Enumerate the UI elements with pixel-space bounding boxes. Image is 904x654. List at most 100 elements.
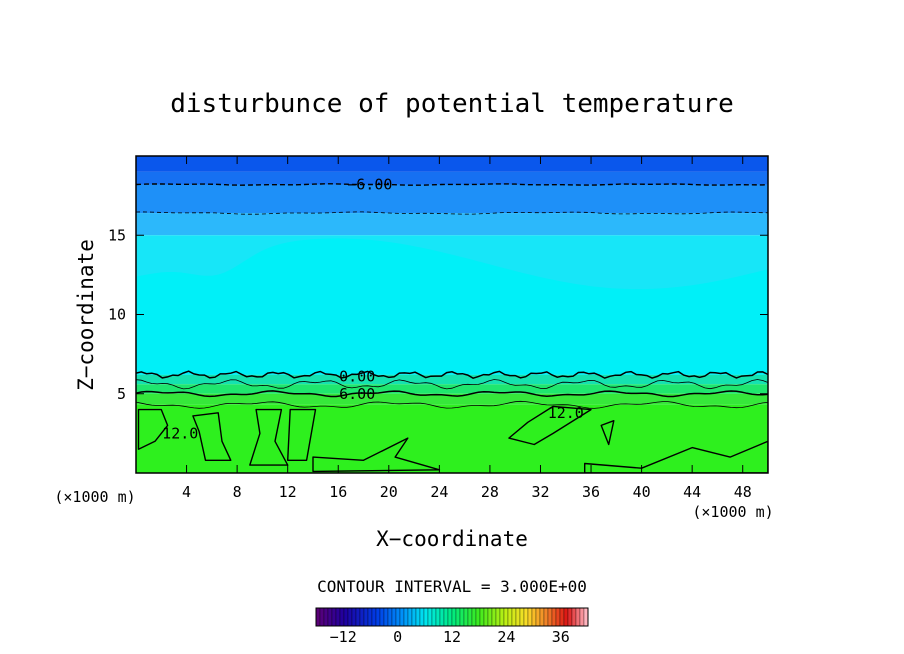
colorbar-swatch (327, 607, 333, 627)
colorbar-swatch (531, 607, 537, 627)
x-tick-label: 36 (582, 483, 600, 501)
colorbar-tick-label: 24 (497, 628, 515, 646)
colorbar-swatch (539, 607, 545, 627)
colorbar-swatch (467, 607, 473, 627)
x-tick-label: 16 (329, 483, 347, 501)
y-tick-label: 5 (117, 385, 126, 403)
contour-line (136, 390, 768, 398)
contour-line (136, 370, 768, 380)
x-tick-label: 44 (683, 483, 701, 501)
colorbar-swatch (499, 607, 505, 627)
x-tick-label: 8 (233, 483, 242, 501)
contour-label: 0.00 (339, 367, 375, 385)
x-tick-label: 48 (734, 483, 752, 501)
colorbar-swatch (563, 607, 569, 627)
colorbar-swatch (355, 607, 361, 627)
contour-band (136, 384, 768, 394)
contour-line (312, 437, 441, 473)
colorbar-swatch (347, 607, 353, 627)
colorbar-swatch (379, 607, 385, 627)
x-axis-title: X−coordinate (376, 527, 528, 551)
colorbar-swatch (579, 607, 585, 627)
contour-line (136, 379, 768, 390)
contour-line (584, 440, 768, 473)
colorbar-swatch (387, 607, 393, 627)
colorbar-swatch (419, 607, 425, 627)
y-axis-ticks: 5 10 15 (108, 226, 768, 403)
colorbar-swatch (359, 607, 365, 627)
colorbar-swatch (495, 607, 501, 627)
colorbar-swatch (487, 607, 493, 627)
colorbar-swatch (375, 607, 381, 627)
colorbar (315, 607, 589, 627)
colorbar-swatch (519, 607, 525, 627)
contour-interval-label: CONTOUR INTERVAL = 3.000E+00 (317, 577, 587, 596)
colorbar-swatch (583, 607, 589, 627)
contour-label: −6.00 (347, 176, 392, 194)
x-tick-label: 32 (531, 483, 549, 501)
contour-band (136, 171, 768, 185)
contour-band (136, 404, 768, 473)
colorbar-swatch (383, 607, 389, 627)
x-tick-label: 24 (430, 483, 448, 501)
contour-line (287, 408, 317, 461)
contour-band (136, 374, 768, 385)
contour-band (136, 393, 768, 405)
contour-band (136, 213, 768, 236)
colorbar-tick-label: 36 (552, 628, 570, 646)
colorbar-swatch (475, 607, 481, 627)
colorbar-swatch (443, 607, 449, 627)
contour-line (136, 400, 768, 409)
colorbar-tick-label: −12 (330, 628, 357, 646)
colorbar-swatch (427, 607, 433, 627)
y-tick-label: 15 (108, 226, 126, 244)
x-unit-label-right: (×1000 m) (692, 503, 773, 521)
colorbar-swatch (483, 607, 489, 627)
colorbar-swatch (343, 607, 349, 627)
x-tick-label: 20 (380, 483, 398, 501)
colorbar-swatch (567, 607, 573, 627)
contour-band (136, 238, 768, 375)
contour-label: 6.00 (339, 385, 375, 403)
colorbar-swatch (559, 607, 565, 627)
y-tick-label: 10 (108, 306, 126, 324)
colorbar-swatch (407, 607, 413, 627)
contour-band (136, 156, 768, 172)
colorbar-swatch (323, 607, 329, 627)
colorbar-swatch (463, 607, 469, 627)
colorbar-swatch (335, 607, 341, 627)
colorbar-swatch (423, 607, 429, 627)
x-axis-ticks: 4 8 12 16 20 24 28 32 36 40 44 48 (182, 156, 752, 501)
contour-line (136, 211, 768, 215)
colorbar-swatch (543, 607, 549, 627)
contour-labels: −6.00 0.006.00 12.0 12.0 (162, 176, 584, 443)
colorbar-swatch (503, 607, 509, 627)
colorbar-swatch (551, 607, 557, 627)
colorbar-swatch (395, 607, 401, 627)
x-tick-label: 40 (633, 483, 651, 501)
colorbar-swatch (435, 607, 441, 627)
colorbar-swatch (403, 607, 409, 627)
chart-title: disturbunce of potential temperature (170, 89, 734, 119)
colorbar-swatch (367, 607, 373, 627)
contour-label: 12.0 (548, 404, 584, 422)
colorbar-swatch (331, 607, 337, 627)
colorbar-swatch (491, 607, 497, 627)
colorbar-swatch (515, 607, 521, 627)
contour-line (600, 420, 615, 446)
colorbar-swatch (351, 607, 357, 627)
contour-lines (136, 183, 768, 473)
colorbar-swatch (511, 607, 517, 627)
colorbar-swatch (363, 607, 369, 627)
colorbar-swatch (371, 607, 377, 627)
colorbar-swatch (399, 607, 405, 627)
colorbar-swatch (575, 607, 581, 627)
colorbar-swatch (319, 607, 325, 627)
x-tick-label: 4 (182, 483, 191, 501)
y-axis-title: Z−coordinate (74, 239, 98, 391)
x-tick-label: 12 (279, 483, 297, 501)
colorbar-swatch (459, 607, 465, 627)
colorbar-swatch (555, 607, 561, 627)
colorbar-tick-label: 0 (393, 628, 402, 646)
